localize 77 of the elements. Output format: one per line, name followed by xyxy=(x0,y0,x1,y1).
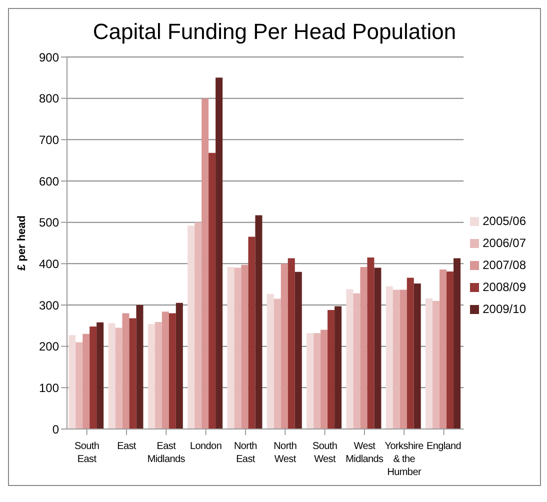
bar xyxy=(367,257,374,429)
bar xyxy=(353,293,360,429)
bar xyxy=(306,333,314,429)
bar xyxy=(426,298,433,429)
legend-label: 2006/07 xyxy=(482,236,526,250)
bar xyxy=(108,323,116,429)
y-tick-label: 700 xyxy=(38,132,60,147)
bar xyxy=(136,305,144,429)
x-tick-label: North East xyxy=(234,441,257,465)
bar xyxy=(314,333,321,429)
bar xyxy=(294,272,302,429)
y-tick-label: 300 xyxy=(38,298,60,312)
bar xyxy=(216,78,223,429)
legend-label: 2007/08 xyxy=(482,258,526,272)
bar xyxy=(122,313,130,429)
bar xyxy=(194,222,202,429)
bar xyxy=(115,328,122,429)
legend-label: 2009/10 xyxy=(482,302,526,316)
bar xyxy=(76,342,83,429)
chart-title: Capital Funding Per Head Population xyxy=(92,19,458,45)
bar xyxy=(68,335,76,429)
x-tick-label: South West xyxy=(312,441,338,465)
bar xyxy=(266,294,274,429)
y-tick-label: 100 xyxy=(38,380,60,395)
bar xyxy=(446,272,454,429)
bar xyxy=(400,290,407,429)
bar xyxy=(168,313,176,429)
bar xyxy=(82,334,90,429)
bar xyxy=(255,215,262,429)
bar xyxy=(227,266,234,429)
bar xyxy=(241,264,248,429)
legend-label: 2008/09 xyxy=(482,280,526,294)
y-tick-label: 600 xyxy=(38,174,60,188)
bar xyxy=(334,306,342,429)
bar xyxy=(454,258,461,429)
y-axis-title: £ per head xyxy=(16,215,28,271)
bar xyxy=(320,330,328,429)
bar xyxy=(148,324,155,429)
bar xyxy=(432,300,440,429)
y-tick-label: 400 xyxy=(38,256,60,271)
bar xyxy=(234,268,242,429)
y-tick-label: 800 xyxy=(38,92,60,106)
bar xyxy=(328,310,335,429)
bar xyxy=(188,226,195,429)
x-tick-label: Yorkshire & the Humber xyxy=(384,441,424,478)
x-tick-label: East Midlands xyxy=(147,441,186,465)
legend-label: 2005/06 xyxy=(482,214,526,228)
y-tick-label: 200 xyxy=(38,340,60,354)
bar xyxy=(202,98,209,429)
bar xyxy=(346,289,354,429)
bar xyxy=(176,302,183,429)
bar xyxy=(386,286,393,429)
x-tick-label: North West xyxy=(274,441,297,465)
x-tick-label: West Midlands xyxy=(346,441,384,465)
bar xyxy=(154,322,162,429)
bar xyxy=(414,284,421,429)
bar xyxy=(274,298,281,429)
x-tick-label: England xyxy=(426,441,462,452)
x-tick-label: South East xyxy=(74,441,100,465)
bar xyxy=(360,266,368,429)
bar xyxy=(248,236,256,429)
bar xyxy=(288,258,295,429)
bar xyxy=(374,268,382,429)
y-tick-label: 900 xyxy=(38,50,60,64)
bar xyxy=(90,326,97,429)
bar xyxy=(280,264,288,429)
bar xyxy=(406,278,414,429)
bar xyxy=(96,322,104,429)
bar xyxy=(208,152,216,429)
x-tick-label: East xyxy=(117,441,136,452)
x-tick-label: London xyxy=(190,441,222,452)
y-tick-label: 0 xyxy=(52,422,60,436)
bar xyxy=(392,290,400,429)
bar xyxy=(162,312,169,429)
bar xyxy=(440,269,447,429)
y-tick-label: 500 xyxy=(38,216,60,230)
bar xyxy=(129,318,136,429)
